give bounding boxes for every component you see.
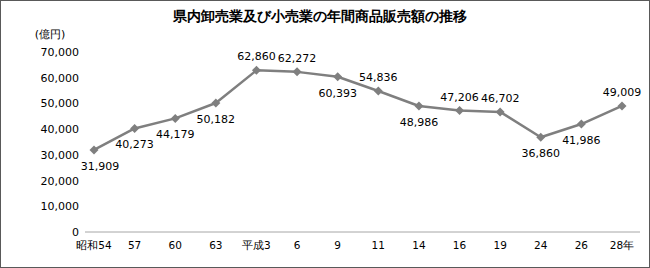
x-tick-label: 6 xyxy=(294,239,301,251)
x-tick-label: 11 xyxy=(372,239,385,251)
y-tick xyxy=(81,52,85,53)
x-axis xyxy=(85,232,640,233)
plot-area xyxy=(90,66,627,155)
y-axis-label: (億円) xyxy=(35,28,66,41)
x-tick-label: 16 xyxy=(453,239,467,251)
y-tick-label: 70,000 xyxy=(41,46,80,59)
y-tick xyxy=(81,103,85,104)
data-label: 40,273 xyxy=(115,138,154,151)
y-tick-label: 60,000 xyxy=(41,72,80,85)
x-tick-label: 24 xyxy=(534,239,548,251)
series-line xyxy=(94,70,622,150)
marker xyxy=(130,124,139,133)
title: 県内卸売業及び小売業の年間商品販売額の推移 xyxy=(172,8,467,24)
x-tick-label: 14 xyxy=(412,239,426,251)
y-tick xyxy=(81,77,85,78)
marker xyxy=(496,107,505,116)
x-tick-label: 28年 xyxy=(610,239,634,251)
y-tick-label: 10,000 xyxy=(41,200,80,213)
marker xyxy=(618,101,627,110)
x-tick-label: 平成3 xyxy=(242,239,271,251)
x-tick-label: 26 xyxy=(575,239,589,251)
y-tick-label: 20,000 xyxy=(41,175,80,188)
marker xyxy=(455,106,464,115)
y-tick xyxy=(81,154,85,155)
data-label: 36,860 xyxy=(522,147,561,160)
x-tick-label: 63 xyxy=(209,239,222,251)
marker xyxy=(414,102,423,111)
y-tick xyxy=(81,206,85,207)
data-label: 44,179 xyxy=(156,128,195,141)
chart: 県内卸売業及び小売業の年間商品販売額の推移 (億円) 0 10,000 20,000 30… xyxy=(0,0,650,268)
marker xyxy=(333,72,342,81)
y-tick-label: 40,000 xyxy=(41,123,80,136)
y-tick xyxy=(81,129,85,130)
marker xyxy=(536,133,545,142)
marker xyxy=(252,66,261,75)
y-tick xyxy=(81,180,85,181)
frame xyxy=(1,1,650,268)
x-tick-label: 19 xyxy=(493,239,506,251)
data-label: 62,860 xyxy=(237,50,276,63)
x-tick-label: 昭和54 xyxy=(76,239,112,251)
data-label: 50,182 xyxy=(197,113,236,126)
x-tick-label: 57 xyxy=(128,239,141,251)
data-label: 48,986 xyxy=(400,116,439,129)
data-label: 31,909 xyxy=(81,160,120,173)
marker xyxy=(211,98,220,107)
data-label: 49,009 xyxy=(603,86,642,99)
y-tick-label: 0 xyxy=(72,226,79,239)
data-label: 62,272 xyxy=(278,52,317,65)
marker xyxy=(374,86,383,95)
data-label: 54,836 xyxy=(359,71,398,84)
marker xyxy=(293,67,302,76)
data-label: 41,986 xyxy=(562,134,601,147)
x-tick-label: 9 xyxy=(334,239,341,251)
y-tick-label: 30,000 xyxy=(41,149,80,162)
data-label: 60,393 xyxy=(318,87,357,100)
data-label: 46,702 xyxy=(481,92,520,105)
x-tick-label: 60 xyxy=(169,239,182,251)
marker xyxy=(171,114,180,123)
y-tick xyxy=(81,232,85,233)
marker xyxy=(577,120,586,129)
data-label: 47,206 xyxy=(440,91,479,104)
marker xyxy=(90,145,99,154)
y-tick-label: 50,000 xyxy=(41,97,80,110)
